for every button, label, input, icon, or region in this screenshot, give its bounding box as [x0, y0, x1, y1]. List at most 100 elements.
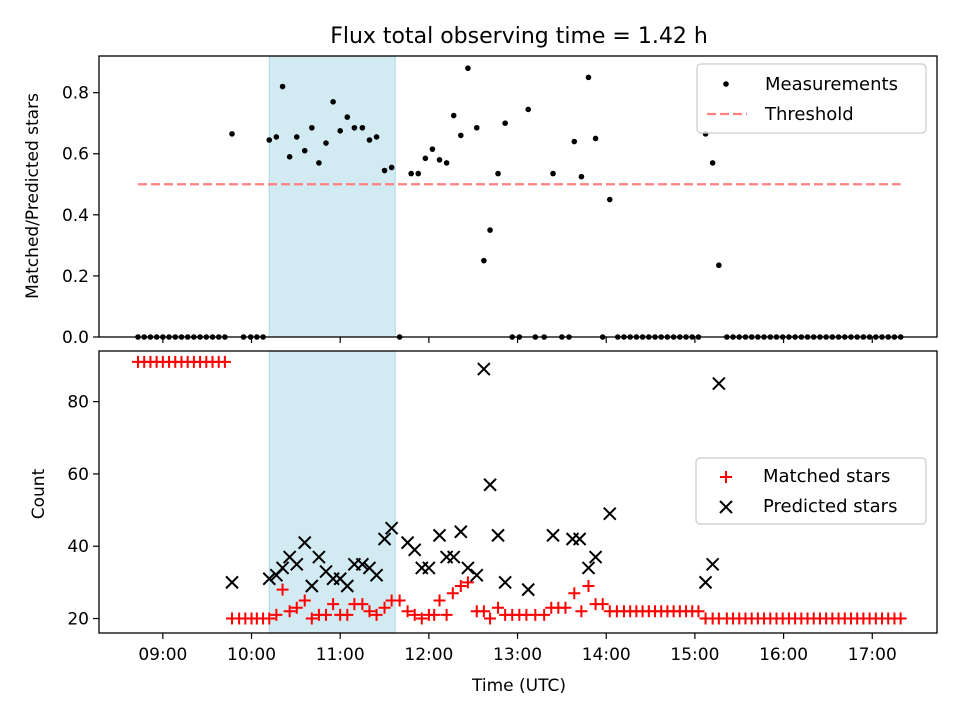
measurement-point — [487, 227, 493, 233]
predicted-star-marker — [340, 579, 355, 593]
measurement-points — [135, 65, 904, 340]
measurement-point — [450, 112, 457, 119]
predicted-star-marker — [447, 550, 461, 564]
predicted-star-marker — [546, 528, 560, 543]
top-y-tick-label: 0.4 — [62, 206, 89, 226]
x-axis-label: Time (UTC) — [471, 676, 566, 696]
matched-star-marker — [276, 583, 289, 596]
predicted-star-marker — [470, 568, 484, 582]
bottom-y-axis-label: Count — [29, 468, 49, 519]
predicted-star-marker — [603, 506, 617, 521]
measurement-point — [229, 131, 235, 137]
matched-star-marker — [596, 598, 609, 611]
bottom-shaded-interval — [268, 350, 396, 634]
measurement-point — [458, 132, 464, 139]
bottom-y-tick-label: 20 — [67, 610, 89, 630]
predicted-star-marker — [275, 561, 290, 575]
matched-star-marker — [415, 612, 428, 625]
top-y-tick-label: 0.2 — [62, 267, 89, 287]
legend-predicted-label: Predicted stars — [763, 496, 897, 517]
measurement-point — [266, 137, 273, 143]
matched-star-marker — [692, 605, 705, 618]
measurement-point — [373, 134, 380, 140]
matched-star-marker — [327, 598, 340, 611]
measurement-point — [571, 138, 578, 145]
measurement-point — [273, 134, 280, 140]
measurement-point — [316, 160, 322, 166]
predicted-star-marker — [262, 572, 276, 586]
measurement-point — [301, 147, 308, 154]
predicted-star-marker — [225, 575, 239, 590]
x-tick-label: 12:00 — [404, 645, 453, 665]
measurement-point — [330, 99, 336, 105]
measurement-point — [422, 155, 429, 162]
matched-star-marker — [894, 612, 907, 625]
predicted-star-marker — [491, 528, 505, 543]
measurement-point — [309, 124, 315, 131]
matched-star-marker — [477, 605, 490, 618]
matched-star-marker — [218, 355, 231, 368]
matched-star-marker — [582, 580, 595, 592]
matched-star-marker — [283, 605, 296, 618]
matched-star-marker — [454, 580, 467, 592]
x-tick-label: 16:00 — [759, 645, 808, 665]
measurement-point — [279, 83, 286, 90]
matched-star-marker — [363, 605, 376, 618]
matched-star-marker — [461, 576, 474, 589]
matched-star-marker — [298, 594, 311, 607]
x-tick-label: 10:00 — [227, 645, 276, 665]
predicted-star-marker — [384, 521, 399, 535]
bottom-y-tick-label: 60 — [67, 465, 89, 485]
measurement-point — [525, 106, 531, 113]
x-tick-label: 17:00 — [848, 645, 897, 665]
measurement-point — [388, 164, 395, 171]
predicted-star-marker — [483, 478, 497, 492]
top-legend-box — [696, 63, 927, 134]
measurement-point — [293, 134, 300, 140]
matched-star-marker — [568, 587, 581, 600]
matched-star-marker — [370, 608, 383, 621]
top-y-tick-label: 0.0 — [62, 328, 89, 348]
top-legend: Measurements Threshold — [696, 63, 927, 134]
predicted-star-marker — [312, 550, 326, 564]
legend-measurements-label: Measurements — [765, 74, 898, 95]
bottom-y-tick-label: 80 — [67, 393, 89, 413]
top-y-ticks: 0.0 0.2 0.4 0.6 0.8 — [62, 84, 99, 348]
predicted-star-marker — [521, 582, 535, 597]
predicted-star-marker — [355, 557, 370, 572]
predicted-star-marker — [705, 557, 720, 572]
matched-star-marker — [484, 612, 497, 625]
bottom-legend-box — [695, 457, 927, 525]
matched-star-marker — [305, 612, 318, 625]
bottom-legend: Matched stars Predicted stars — [695, 457, 927, 525]
predicted-star-marker — [581, 561, 596, 575]
matched-star-marker — [408, 608, 421, 621]
bottom-y-tick-label: 40 — [67, 537, 89, 557]
predicted-star-marker — [298, 535, 312, 550]
measurement-point — [429, 146, 436, 152]
matched-star-marker — [290, 601, 303, 614]
predicted-star-marker — [712, 376, 726, 391]
measurement-point — [344, 114, 351, 120]
measurement-point — [366, 137, 373, 143]
measurement-point — [473, 124, 480, 131]
legend-matched-label: Matched stars — [763, 466, 890, 487]
predicted-star-marker — [305, 579, 319, 593]
matched-star-marker — [446, 587, 459, 600]
top-shaded-interval — [268, 55, 396, 338]
matched-star-marker — [263, 612, 276, 625]
ratio-panel: 0.00.20.40.60.8 Matched/Predicted stars … — [23, 55, 938, 348]
matched-star-marker — [341, 608, 354, 621]
measurement-point — [323, 140, 329, 146]
matched-star-markers — [132, 355, 907, 625]
measurement-point — [578, 173, 585, 180]
matched-star-marker — [433, 594, 446, 607]
x-tick-label: 11:00 — [316, 645, 365, 665]
x-tick-label: 09:00 — [138, 645, 187, 665]
predicted-star-marker — [369, 568, 384, 582]
measurement-point — [408, 170, 414, 177]
top-y-tick-label: 0.8 — [62, 84, 89, 104]
predicted-star-markers — [225, 362, 726, 597]
x-tick-label: 13:00 — [493, 645, 542, 665]
